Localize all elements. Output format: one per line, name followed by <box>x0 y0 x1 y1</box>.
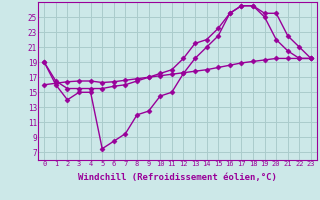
X-axis label: Windchill (Refroidissement éolien,°C): Windchill (Refroidissement éolien,°C) <box>78 173 277 182</box>
